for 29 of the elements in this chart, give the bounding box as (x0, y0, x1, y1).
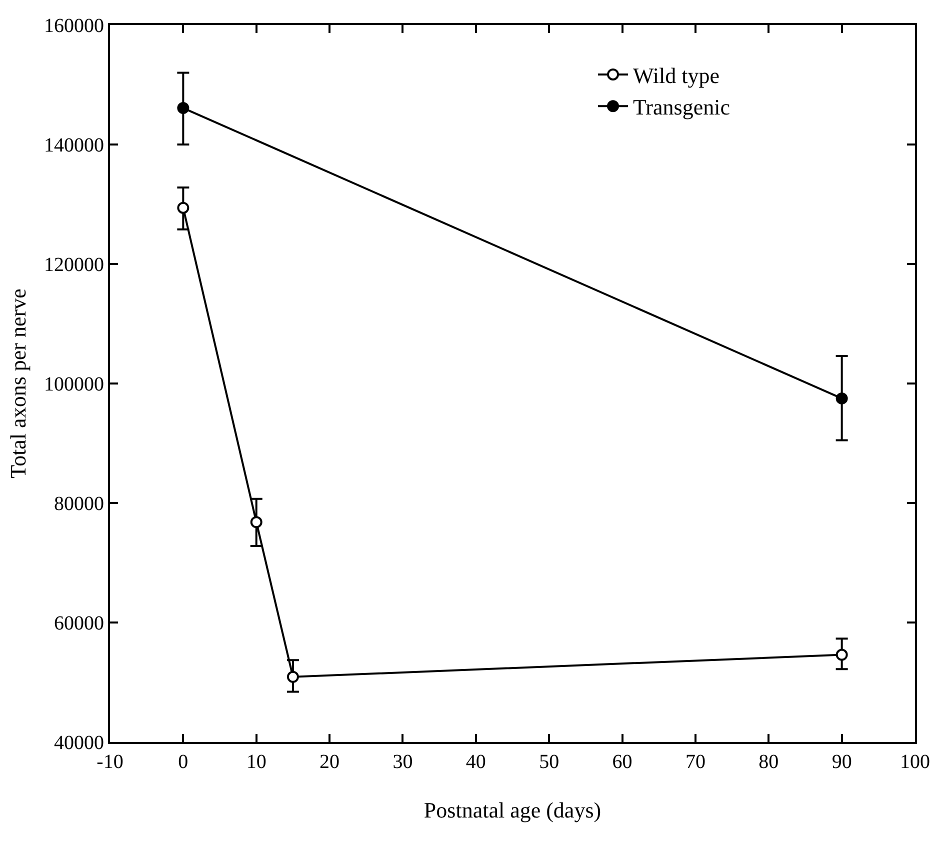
x-tick-label: 30 (392, 751, 413, 773)
point (177, 202, 190, 214)
x-tick-label: 20 (320, 751, 340, 773)
x-axis-title: Postnatal age (days) (424, 797, 602, 822)
x-tick-label: 90 (832, 751, 852, 773)
point (836, 392, 848, 404)
legend-label: Transgenic (633, 94, 730, 120)
point (250, 516, 262, 528)
y-tick-label: 160000 (44, 15, 104, 37)
y-tick-label: 80000 (54, 493, 104, 515)
legend-label: Wild type (633, 63, 720, 88)
x-tick-label: 10 (246, 751, 266, 773)
y-tick-label: 100000 (44, 374, 104, 396)
y-tick-label: 140000 (44, 134, 104, 156)
x-tick-label: -10 (96, 751, 124, 773)
x-tick-label: 70 (685, 751, 706, 773)
y-tick-label: 120000 (44, 254, 104, 276)
point (836, 648, 848, 661)
y-tick-label: 60000 (54, 612, 104, 634)
point (286, 670, 299, 683)
x-tick-label: 100 (900, 751, 930, 773)
x-tick-label: 0 (178, 751, 188, 773)
x-tick-label: 40 (466, 751, 486, 773)
point (177, 102, 190, 114)
y-tick-label: 40000 (54, 732, 104, 754)
x-tick-label: 50 (539, 751, 560, 773)
x-tick-label: 80 (758, 751, 779, 773)
x-tick-label: 60 (612, 751, 632, 773)
y-axis-title: Total axons per nerve (5, 288, 30, 478)
